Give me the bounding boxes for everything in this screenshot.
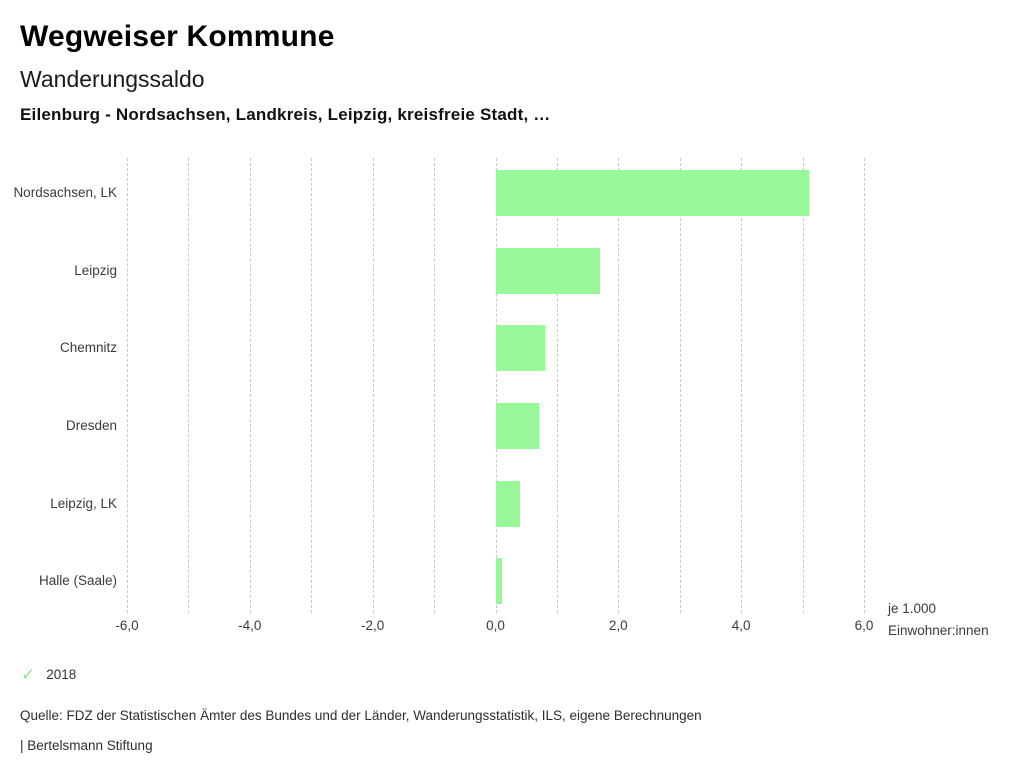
bar <box>495 402 539 449</box>
category-label: Chemnitz <box>59 340 117 356</box>
category-label: Leipzig, LK <box>50 495 117 511</box>
x-axis-tick-label: -2,0 <box>361 618 385 633</box>
gridline <box>188 158 190 613</box>
gridline <box>802 158 804 613</box>
category-label: Leipzig <box>74 262 117 278</box>
gridline <box>372 158 374 613</box>
gridline <box>127 158 128 613</box>
gridline <box>249 158 251 613</box>
x-axis-tick-label: 4,0 <box>731 618 751 633</box>
attribution-text: | Bertelsmann Stiftung <box>20 738 153 753</box>
x-axis-tick-label: -6,0 <box>115 618 139 633</box>
bar <box>495 325 545 372</box>
category-label: Nordsachsen, LK <box>13 184 117 200</box>
gridline <box>434 158 436 613</box>
legend: ✓ 2018 <box>21 666 76 683</box>
x-axis-unit-line1: je 1.000 <box>888 601 937 616</box>
gridline <box>311 158 313 613</box>
bar <box>495 247 600 294</box>
legend-year-label: 2018 <box>46 667 77 682</box>
selected-regions-label: Eilenburg - Nordsachsen, Landkreis, Leip… <box>20 105 551 124</box>
gridline <box>556 158 558 613</box>
gridline <box>679 158 681 613</box>
x-axis-tick-label: 0,0 <box>486 618 505 633</box>
category-label: Halle (Saale) <box>38 573 117 589</box>
bar <box>495 169 809 216</box>
gridline <box>495 158 497 613</box>
bar <box>495 558 502 605</box>
check-icon: ✓ <box>21 665 36 684</box>
x-axis-tick-label: -4,0 <box>238 618 262 633</box>
indicator-title: Wanderungssaldo <box>20 66 205 92</box>
gridline <box>864 158 865 613</box>
bar-chart: Nordsachsen, LK Leipzig Chemnitz Dresden Lei… <box>0 155 1024 655</box>
x-axis-unit-label: je 1.000 Einwohner:innen <box>888 598 989 642</box>
bar <box>495 480 521 527</box>
x-axis-tick-label: 2,0 <box>608 618 628 633</box>
x-axis-tick-label: 6,0 <box>854 618 874 633</box>
source-text: Quelle: FDZ der Statistischen Ämter des … <box>20 708 702 723</box>
category-label: Dresden <box>65 417 117 433</box>
gridline <box>618 158 620 613</box>
gridline <box>741 158 743 613</box>
x-axis-unit-line2: Einwohner:innen <box>888 623 989 638</box>
page-title: Wegweiser Kommune <box>20 20 335 53</box>
